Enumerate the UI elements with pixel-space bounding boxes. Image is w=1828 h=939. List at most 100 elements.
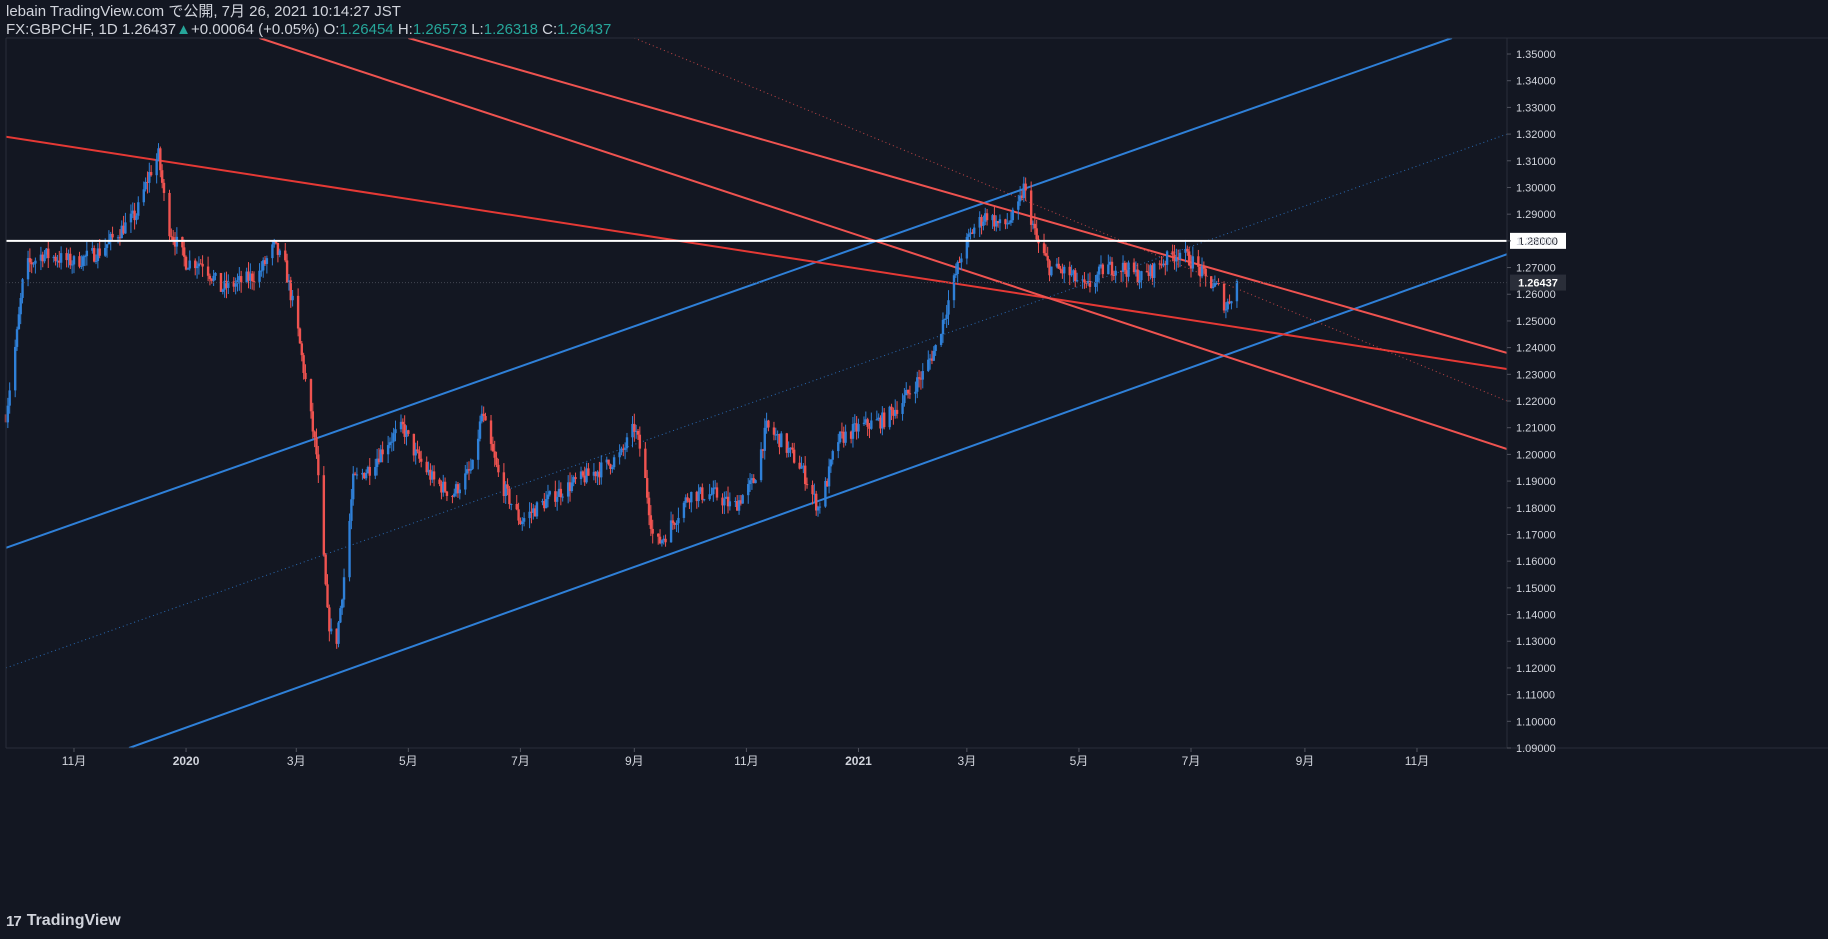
candle [339, 605, 342, 624]
candle [532, 504, 535, 520]
candle-body [506, 484, 509, 489]
candle [456, 481, 460, 498]
candle [1151, 262, 1154, 285]
trendline-red-lower[interactable] [259, 38, 1507, 451]
candle-body [508, 488, 511, 505]
candle [765, 412, 768, 434]
candle-body [734, 501, 737, 503]
candle-body [300, 343, 303, 356]
candle-body [1096, 274, 1099, 282]
candle [1119, 270, 1123, 283]
candle-body [260, 270, 263, 272]
candle-body [572, 477, 575, 483]
trendline-red-long-trend[interactable] [6, 135, 1507, 370]
candle [625, 432, 629, 453]
candle-body [52, 256, 55, 259]
candle [645, 469, 649, 504]
candle-body [543, 501, 546, 509]
candle [210, 278, 213, 284]
candle-body [420, 458, 423, 462]
candle [726, 486, 730, 514]
candle-body [1011, 209, 1014, 221]
candle-body [317, 454, 320, 476]
candle [805, 477, 809, 489]
candle-body [416, 449, 419, 452]
candle [1112, 270, 1116, 281]
candle-body [581, 471, 585, 476]
candle [998, 214, 1002, 231]
candle-body [726, 496, 730, 507]
levels-layer[interactable]: 1.28000 1.26437 [6, 232, 1566, 291]
tradingview-brand[interactable]: 17 TradingView [6, 912, 121, 930]
candle-body [785, 433, 789, 453]
candle [78, 251, 81, 269]
y-tick-label: 1.18000 [1516, 503, 1556, 515]
candle [960, 253, 963, 271]
candle-body [194, 260, 197, 269]
candle [186, 267, 190, 270]
candle-body [94, 261, 98, 263]
candle-body [690, 491, 693, 503]
candle-body [991, 215, 994, 221]
candle-body [80, 265, 83, 267]
candle [238, 267, 241, 291]
candle-body [137, 202, 140, 216]
trendline-blue-channel-mid[interactable] [6, 133, 1507, 669]
candle [1050, 266, 1053, 277]
candle [26, 250, 30, 287]
candle [262, 257, 265, 278]
candle-body [214, 272, 217, 276]
candle-body [1132, 262, 1136, 273]
candle-body [1198, 266, 1202, 277]
candle-body [342, 577, 346, 600]
trendline-red-upper[interactable] [408, 38, 1507, 354]
candle [284, 243, 287, 263]
candle-body [493, 451, 496, 458]
candle [596, 470, 599, 486]
candle-body [1024, 183, 1027, 191]
candle-body [688, 500, 691, 503]
candle-body [284, 250, 287, 261]
candle [954, 263, 958, 278]
candle [1108, 256, 1112, 266]
candle-body [927, 359, 930, 372]
trendline-red-mid[interactable] [634, 38, 1507, 402]
candle-body [249, 273, 252, 281]
candle [168, 189, 171, 242]
candle-body [1059, 268, 1062, 270]
candle-body [767, 420, 770, 428]
candle-body [780, 433, 783, 448]
candle-body [1110, 261, 1114, 275]
candle-body [337, 622, 340, 644]
candle-body [412, 433, 416, 456]
candle [1006, 213, 1009, 229]
candle [298, 327, 302, 344]
candle [1149, 263, 1152, 280]
candle-body [1099, 264, 1103, 267]
candle [1230, 300, 1233, 310]
candle [144, 177, 147, 192]
trendline-blue-channel-upper[interactable] [6, 38, 1453, 549]
candle [882, 408, 886, 430]
candle [194, 258, 197, 276]
candle [427, 461, 430, 476]
candle [1022, 176, 1026, 203]
y-tick-label: 1.28000 [1516, 236, 1556, 248]
trendlines-layer[interactable] [6, 38, 1507, 748]
price-axis[interactable]: 1.09000 1.10000 1.11000 1.12000 1.13000 1.140… [1507, 49, 1556, 755]
candle [480, 405, 484, 424]
candle [399, 414, 403, 433]
candle-body [1178, 252, 1182, 259]
y-tick-label: 1.16000 [1516, 556, 1556, 568]
candle [223, 272, 226, 298]
candle [787, 441, 790, 458]
candle-body [772, 427, 776, 435]
candle-body [232, 281, 236, 287]
time-axis[interactable]: 11月 2020 3月 5月 7月 9月 11月 2021 3月 5月 7月 9月 11月 [62, 748, 1429, 768]
candle-body [675, 523, 678, 525]
candle-body [548, 491, 552, 495]
candle-body [657, 533, 660, 537]
trendline-blue-channel-lower[interactable] [128, 253, 1507, 748]
candle-body [122, 225, 125, 234]
